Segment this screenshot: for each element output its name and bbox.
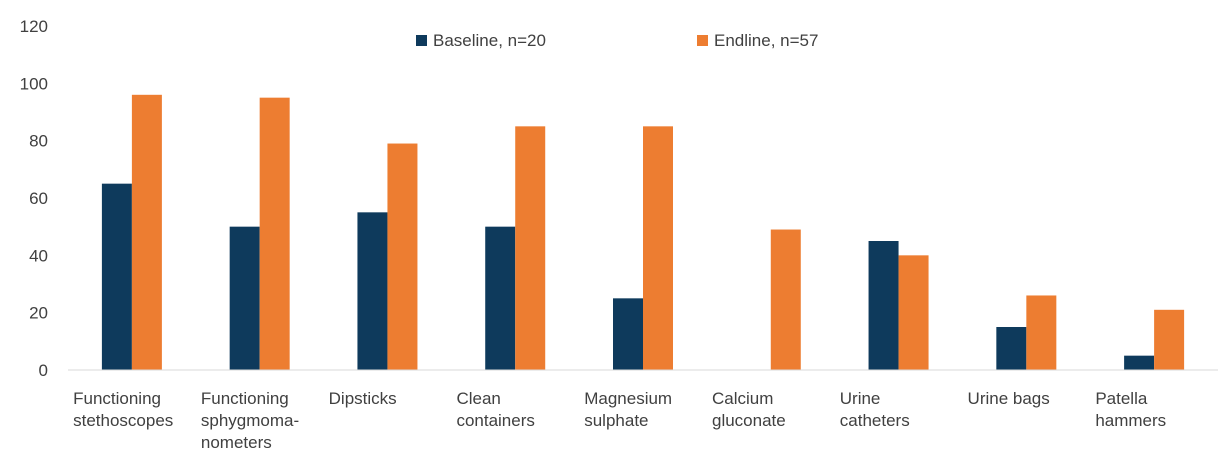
bar-baseline bbox=[357, 212, 388, 370]
bar-baseline bbox=[101, 183, 132, 370]
y-axis: 0 20 40 60 80 100 120 bbox=[20, 17, 48, 380]
x-category-label: Urine bags bbox=[968, 389, 1050, 408]
y-tick-label: 120 bbox=[20, 17, 48, 36]
bars bbox=[101, 94, 1185, 371]
legend-swatch bbox=[416, 35, 427, 46]
bar-endline bbox=[515, 126, 546, 370]
y-tick-label: 40 bbox=[29, 246, 48, 265]
bar-endline bbox=[1026, 295, 1057, 370]
bar-baseline bbox=[1124, 355, 1155, 370]
legend-label: Endline, n=57 bbox=[714, 31, 818, 50]
x-category-label: Calcium gluconate bbox=[712, 389, 786, 430]
bar-baseline bbox=[485, 226, 516, 370]
y-tick-label: 60 bbox=[29, 189, 48, 208]
legend-swatch bbox=[697, 35, 708, 46]
bar-baseline bbox=[613, 298, 643, 370]
bar-endline bbox=[131, 94, 162, 371]
bar-endline bbox=[1154, 309, 1185, 370]
bar-endline bbox=[387, 143, 418, 370]
bar-endline bbox=[259, 97, 290, 371]
bar-endline bbox=[898, 255, 929, 370]
bar-baseline bbox=[996, 327, 1027, 370]
x-category-label: Magnesium sulphate bbox=[584, 389, 672, 430]
x-category-label: Patella hammers bbox=[1095, 389, 1166, 430]
y-tick-label: 0 bbox=[39, 361, 48, 380]
bar-endline bbox=[770, 229, 801, 370]
x-category-label: Functioning stethoscopes bbox=[73, 389, 173, 430]
y-tick-label: 20 bbox=[29, 304, 48, 323]
bar-endline bbox=[643, 126, 673, 370]
bar-baseline bbox=[229, 226, 260, 370]
legend-label: Baseline, n=20 bbox=[433, 31, 546, 50]
bar-baseline bbox=[868, 241, 899, 370]
legend: Baseline, n=20 Endline, n=57 bbox=[416, 31, 818, 50]
x-category-label: Clean containers bbox=[456, 389, 534, 430]
x-category-label: Urine catheters bbox=[840, 389, 910, 430]
x-category-label: Dipsticks bbox=[329, 389, 397, 408]
x-category-label: Functioning sphygmoma-nometers bbox=[201, 389, 299, 452]
y-tick-label: 100 bbox=[20, 74, 48, 93]
x-axis-labels: Functioning stethoscopes Functioning sphygm… bbox=[73, 389, 1166, 452]
y-tick-label: 80 bbox=[29, 132, 48, 151]
